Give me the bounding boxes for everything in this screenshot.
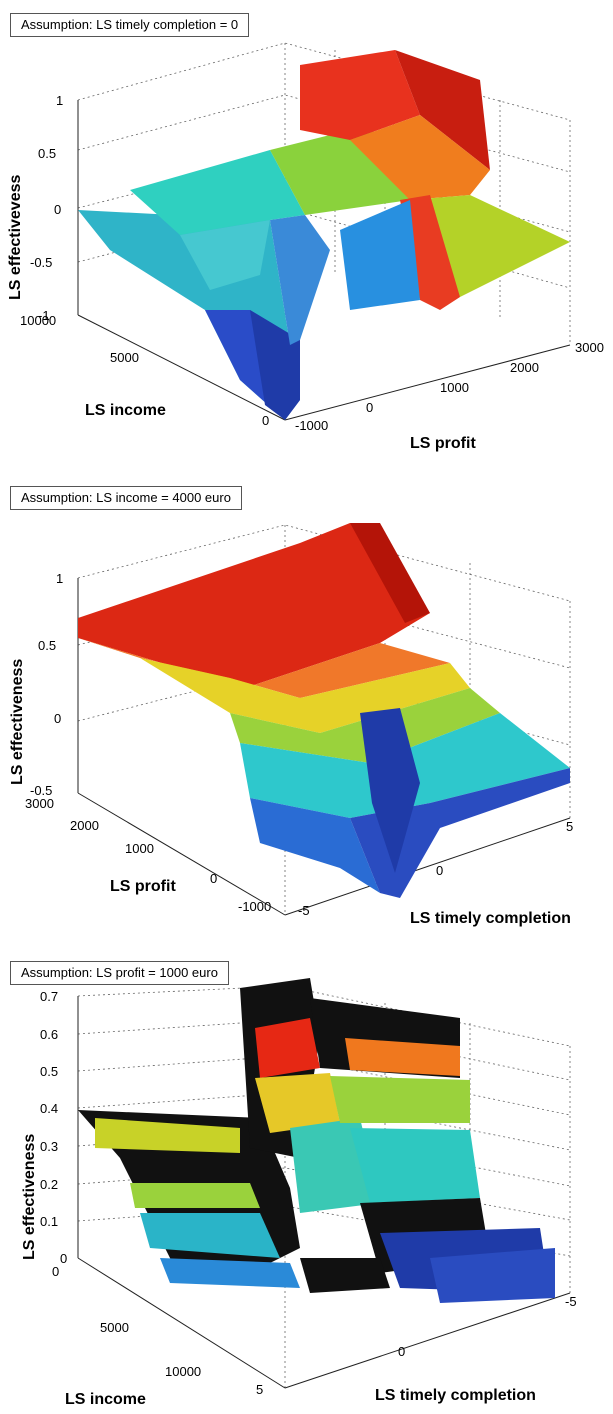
y-axis-label-2: LS timely completion bbox=[410, 910, 571, 927]
surface-plot-1: -1 -0.5 0 0.5 1 0 5000 10000 -1000 0 100… bbox=[7, 42, 604, 452]
z-tick-3-7: 0.7 bbox=[40, 989, 58, 1004]
y-tick-2-2: 5 bbox=[566, 819, 573, 834]
chart-panel-2: Assumption: LS income = 4000 euro bbox=[0, 483, 613, 933]
z-axis-label-1: LS effectivevess bbox=[7, 174, 24, 300]
y-tick-3-2: -5 bbox=[565, 1294, 577, 1309]
surface-plot-3: 0 0.1 0.2 0.3 0.4 0.5 0.6 0.7 0 5000 100… bbox=[21, 978, 577, 1408]
y-tick-1-4: 3000 bbox=[575, 340, 604, 355]
z-tick-3-3: 0.3 bbox=[40, 1139, 58, 1154]
z-tick-2-0: -0.5 bbox=[30, 783, 52, 798]
y-tick-1-0: -1000 bbox=[295, 418, 328, 433]
y-axis-label-3: LS timely completion bbox=[375, 1387, 536, 1404]
z-tick-2-3: 1 bbox=[56, 571, 63, 586]
assumption-label-2: Assumption: LS income = 4000 euro bbox=[10, 486, 242, 510]
z-tick-3-6: 0.6 bbox=[40, 1027, 58, 1042]
chart-panel-1: Assumption: LS timely completion = 0 bbox=[0, 10, 613, 460]
z-tick-2-1: 0 bbox=[54, 711, 61, 726]
surface-2 bbox=[78, 523, 570, 898]
x-tick-3-1: 5000 bbox=[100, 1320, 129, 1335]
z-tick-2-2: 0.5 bbox=[38, 638, 56, 653]
y-axis-label-1: LS profit bbox=[410, 435, 476, 452]
x-axis-label-3: LS income bbox=[65, 1391, 146, 1408]
x-tick-1-2: 10000 bbox=[20, 313, 56, 328]
y-tick-1-3: 2000 bbox=[510, 360, 539, 375]
x-tick-1-1: 5000 bbox=[110, 350, 139, 365]
x-tick-2-4: 3000 bbox=[25, 796, 54, 811]
chart-panel-3: Assumption: LS profit = 1000 euro bbox=[0, 958, 613, 1410]
x-axis-label-1: LS income bbox=[85, 402, 166, 419]
x-tick-1-0: 0 bbox=[262, 413, 269, 428]
z-tick-3-4: 0.4 bbox=[40, 1101, 58, 1116]
y-tick-3-1: 0 bbox=[398, 1344, 405, 1359]
z-axis-label-2: LS effectiveness bbox=[9, 659, 26, 785]
assumption-label-3: Assumption: LS profit = 1000 euro bbox=[10, 961, 229, 985]
surface-1 bbox=[78, 50, 570, 420]
surface-3 bbox=[78, 978, 555, 1303]
z-tick-1-3: 0.5 bbox=[38, 146, 56, 161]
x-tick-2-0: -1000 bbox=[238, 899, 271, 914]
z-axis-label-3: LS effectiveness bbox=[21, 1134, 38, 1260]
assumption-label-1: Assumption: LS timely completion = 0 bbox=[10, 13, 250, 37]
z-tick-3-2: 0.2 bbox=[40, 1177, 58, 1192]
z-tick-1-4: 1 bbox=[56, 93, 63, 108]
y-tick-1-2: 1000 bbox=[440, 380, 469, 395]
x-tick-2-3: 2000 bbox=[70, 818, 99, 833]
z-tick-1-2: 0 bbox=[54, 202, 61, 217]
y-tick-3-0: 5 bbox=[256, 1382, 263, 1397]
z-tick-1-0: -1 bbox=[38, 308, 50, 323]
x-tick-3-0: 0 bbox=[52, 1264, 59, 1279]
z-tick-3-0: 0 bbox=[60, 1251, 67, 1266]
z-tick-1-1: -0.5 bbox=[30, 255, 52, 270]
z-tick-3-5: 0.5 bbox=[40, 1064, 58, 1079]
surface-plot-2: -0.5 0 0.5 1 -1000 0 1000 2000 3000 -5 0… bbox=[9, 523, 573, 927]
x-tick-2-2: 1000 bbox=[125, 841, 154, 856]
x-tick-2-1: 0 bbox=[210, 871, 217, 886]
y-tick-1-1: 0 bbox=[366, 400, 373, 415]
y-tick-2-1: 0 bbox=[436, 863, 443, 878]
x-axis-label-2: LS profit bbox=[110, 878, 176, 895]
x-tick-3-2: 10000 bbox=[165, 1364, 201, 1379]
z-tick-3-1: 0.1 bbox=[40, 1214, 58, 1229]
y-tick-2-0: -5 bbox=[298, 903, 310, 918]
